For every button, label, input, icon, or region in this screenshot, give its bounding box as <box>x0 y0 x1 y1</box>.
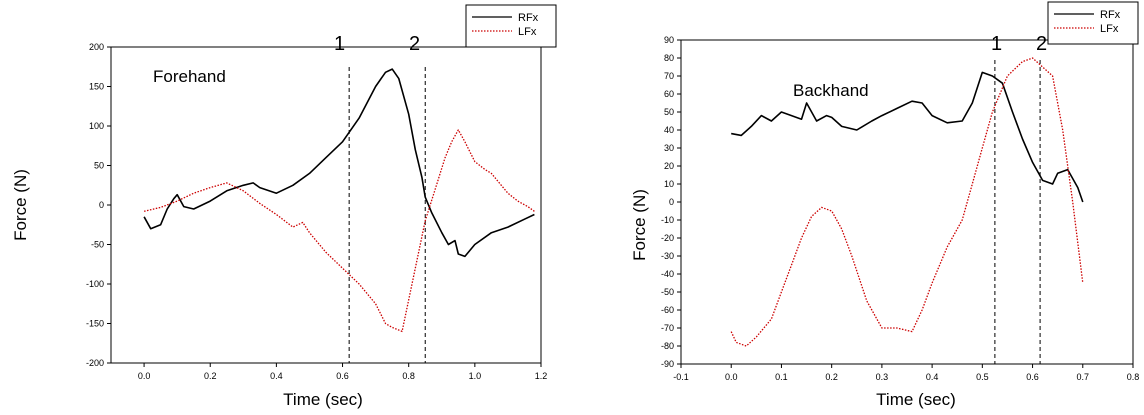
forehand-event-lines <box>348 67 426 363</box>
backhand-y-axis-label: Force (N) <box>630 189 649 261</box>
forehand-marker-2: 2 <box>409 33 420 55</box>
backhand-series-lfx <box>730 57 1084 347</box>
forehand-series-rfx <box>143 68 535 258</box>
backhand-x-tick-label: 0.1 <box>775 372 788 382</box>
forehand-x-tick-label: 1.0 <box>469 371 482 381</box>
backhand-y-tick-label: 90 <box>664 35 674 45</box>
forehand-axes: 0.0 0.2 0.4 0.6 0.8 1.0 1.2 200 150 100 50 0 -50 -100… <box>86 42 547 381</box>
backhand-y-tick-label: -20 <box>661 233 674 243</box>
backhand-x-tick-label: 0.3 <box>876 372 889 382</box>
backhand-y-tick-label: -40 <box>661 269 674 279</box>
backhand-y-tick-label: -30 <box>661 251 674 261</box>
backhand-y-tick-label: -50 <box>661 287 674 297</box>
forehand-chart: 0.0 0.2 0.4 0.6 0.8 1.0 1.2 200 150 100 50 0 -50 -100… <box>11 4 557 409</box>
backhand-x-tick-label: -0.1 <box>673 372 689 382</box>
forehand-x-tick-label: 0.4 <box>270 371 283 381</box>
forehand-y-axis-label: Force (N) <box>11 169 30 241</box>
backhand-marker-2: 2 <box>1036 33 1047 55</box>
backhand-event-lines <box>994 60 1041 364</box>
backhand-label: Backhand <box>793 81 869 100</box>
backhand-legend-label-rfx: RFx <box>1100 9 1121 21</box>
forehand-legend-label-lfx: LFx <box>518 26 537 38</box>
backhand-y-tick-label: 70 <box>664 71 674 81</box>
backhand-y-tick-label: -10 <box>661 215 674 225</box>
forehand-x-tick-label: 0.2 <box>204 371 217 381</box>
backhand-x-tick-label: 0.6 <box>1026 372 1039 382</box>
backhand-x-tick-label: 0.0 <box>725 372 738 382</box>
backhand-series-rfx <box>731 71 1084 203</box>
forehand-y-tick-label: -200 <box>86 358 104 368</box>
backhand-y-tick-label: 20 <box>664 161 674 171</box>
backhand-y-tick-label: 30 <box>664 143 674 153</box>
forehand-series-lines <box>143 68 535 333</box>
forehand-y-tick-label: -50 <box>91 240 104 250</box>
backhand-y-tick-label: 40 <box>664 125 674 135</box>
forehand-marker-1: 1 <box>334 33 345 55</box>
forehand-series-lfx <box>143 129 535 333</box>
backhand-marker-1: 1 <box>991 33 1002 55</box>
backhand-legend-label-lfx: LFx <box>1100 23 1119 35</box>
forehand-y-tick-label: -100 <box>86 279 104 289</box>
forehand-legend-box <box>465 4 557 48</box>
forehand-y-tick-label: 50 <box>94 161 104 171</box>
forehand-legend-label-rfx: RFx <box>518 12 539 24</box>
forehand-x-tick-label: 0.8 <box>402 371 415 381</box>
backhand-y-tick-label: 80 <box>664 53 674 63</box>
forehand-plot-frame <box>110 46 542 364</box>
backhand-y-tick-label: 50 <box>664 107 674 117</box>
backhand-y-tick-label: 0 <box>669 197 674 207</box>
backhand-x-tick-label: 0.5 <box>976 372 989 382</box>
backhand-x-tick-label: 0.4 <box>926 372 939 382</box>
forehand-y-tick-label: 100 <box>89 121 104 131</box>
backhand-y-tick-label: 60 <box>664 89 674 99</box>
backhand-x-tick-label: 0.8 <box>1127 372 1140 382</box>
backhand-plot-frame <box>680 39 1134 365</box>
backhand-y-tick-label: -60 <box>661 305 674 315</box>
backhand-x-axis-label: Time (sec) <box>876 390 956 409</box>
backhand-y-tick-label: -70 <box>661 323 674 333</box>
backhand-axes: -0.1 0.0 0.1 0.2 0.3 0.4 0.5 0.6 0.7 0.8 90 80 70 60 5… <box>661 35 1139 382</box>
forehand-y-tick-label: -150 <box>86 319 104 329</box>
forehand-x-tick-label: 0.0 <box>138 371 151 381</box>
forehand-y-tick-label: 200 <box>89 42 104 52</box>
backhand-series-lines <box>730 57 1084 347</box>
forehand-x-tick-label: 0.6 <box>336 371 349 381</box>
backhand-chart: -0.1 0.0 0.1 0.2 0.3 0.4 0.5 0.6 0.7 0.8 90 80 70 60 5… <box>630 1 1139 409</box>
forehand-x-tick-label: 1.2 <box>535 371 548 381</box>
forehand-y-tick-label: 0 <box>99 200 104 210</box>
backhand-legend: RFx LFx <box>1047 1 1139 45</box>
backhand-x-tick-label: 0.2 <box>825 372 838 382</box>
forehand-label: Forehand <box>153 67 226 86</box>
forehand-legend: RFx LFx <box>465 4 557 48</box>
forehand-x-axis-label: Time (sec) <box>283 390 363 409</box>
backhand-y-tick-label: -90 <box>661 359 674 369</box>
backhand-x-tick-label: 0.7 <box>1077 372 1090 382</box>
backhand-y-tick-label: 10 <box>664 179 674 189</box>
backhand-legend-box <box>1047 1 1139 45</box>
backhand-y-tick-label: -80 <box>661 341 674 351</box>
forehand-y-tick-label: 150 <box>89 82 104 92</box>
